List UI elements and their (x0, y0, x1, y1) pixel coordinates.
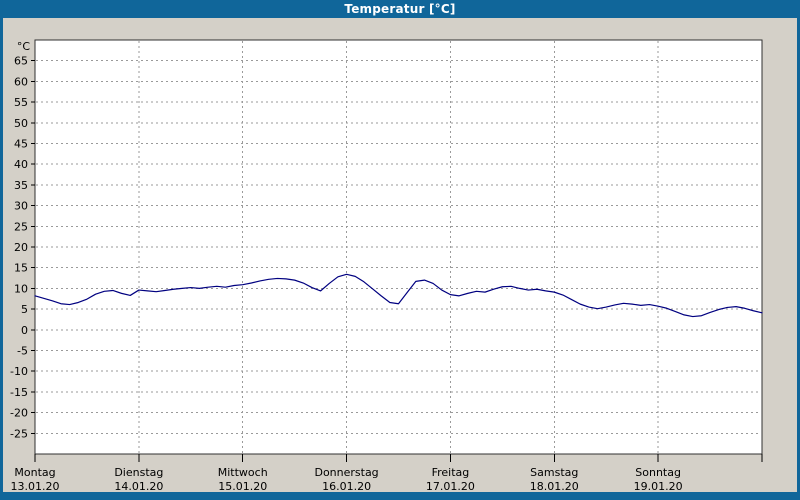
y-tick-label: 5 (21, 303, 28, 316)
y-tick-label: 60 (14, 75, 28, 88)
y-tick-label: 50 (14, 117, 28, 130)
x-axis-day-date: 16.01.20 (322, 480, 371, 492)
window-title: Temperatur [°C] (344, 2, 456, 16)
x-axis-day-date: 14.01.20 (114, 480, 163, 492)
x-axis-day-name: Freitag (432, 466, 470, 479)
y-tick-label: 40 (14, 158, 28, 171)
y-tick-label: -25 (10, 427, 28, 440)
x-axis-day-date: 19.01.20 (634, 480, 683, 492)
x-axis-day-name: Samstag (530, 466, 578, 479)
x-axis-day-name: Sonntag (635, 466, 681, 479)
y-tick-label: -15 (10, 386, 28, 399)
window-bottombar (3, 492, 797, 500)
x-axis-day-date: 13.01.20 (11, 480, 60, 492)
y-tick-label: 0 (21, 324, 28, 337)
x-axis-day-name: Montag (14, 466, 55, 479)
x-axis-day-date: 18.01.20 (530, 480, 579, 492)
y-tick-label: 65 (14, 55, 28, 68)
y-tick-label: 15 (14, 262, 28, 275)
y-tick-label: 35 (14, 179, 28, 192)
y-tick-label: 30 (14, 200, 28, 213)
y-tick-label: 20 (14, 241, 28, 254)
y-tick-label: 45 (14, 138, 28, 151)
x-axis-day-name: Dienstag (114, 466, 163, 479)
chart-area: 65 60 55 50 45 40 35 30 25 20 15 10 5 0 -5 -10 -15 -20 -25… (3, 18, 797, 492)
y-tick-label: -10 (10, 365, 28, 378)
y-tick-label: 25 (14, 220, 28, 233)
x-axis-day-date: 17.01.20 (426, 480, 475, 492)
x-axis-day-date: 15.01.20 (218, 480, 267, 492)
y-tick-label: 55 (14, 96, 28, 109)
temperature-line-chart: 65605550454035302520151050-5-10-15-20-25… (10, 39, 763, 492)
x-axis-day-name: Mittwoch (218, 466, 268, 479)
y-tick-label: -20 (10, 407, 28, 420)
y-tick-label: -5 (17, 345, 28, 358)
temperature-series-line (34, 273, 763, 318)
window-titlebar: Temperatur [°C] (3, 0, 797, 18)
x-axis-day-name: Donnerstag (314, 466, 378, 479)
y-axis-unit-label: °C (17, 40, 31, 53)
y-tick-label: 10 (14, 282, 28, 295)
